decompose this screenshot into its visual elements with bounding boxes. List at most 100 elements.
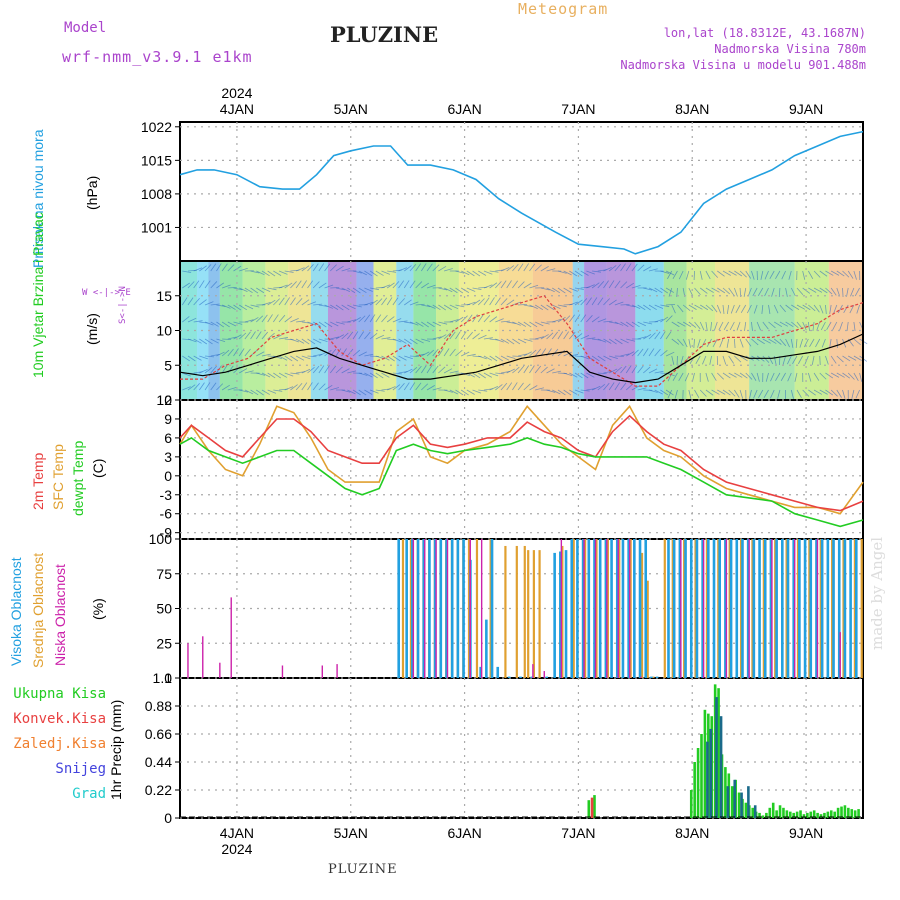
total-rain-bar bbox=[857, 809, 860, 818]
wind-arrow bbox=[734, 270, 743, 277]
wind-arrow bbox=[278, 355, 288, 361]
wind-arrow bbox=[512, 366, 520, 374]
high-cloud-bar bbox=[576, 539, 579, 678]
wind-speed-line bbox=[179, 333, 864, 384]
wind-arrow bbox=[318, 304, 328, 307]
wind-arrow bbox=[438, 287, 448, 291]
high-cloud-bar bbox=[712, 539, 716, 678]
wind-arrow bbox=[352, 349, 361, 357]
high-cloud-bar bbox=[667, 539, 670, 678]
wind-arrow bbox=[347, 304, 356, 310]
wind-arrow bbox=[432, 336, 442, 340]
wind-arrow bbox=[421, 383, 429, 391]
wind-arrow bbox=[808, 287, 817, 293]
wind-arrow bbox=[273, 334, 282, 340]
wind-arrow bbox=[330, 336, 340, 340]
wind-arrow bbox=[825, 287, 833, 295]
high-cloud-bar bbox=[450, 539, 454, 678]
wind-arrow bbox=[569, 331, 576, 340]
wind-arrow bbox=[307, 382, 313, 391]
wind-arrow bbox=[227, 304, 236, 310]
precip-tick-label: 1.1 bbox=[153, 670, 173, 686]
total-rain-bar bbox=[724, 767, 727, 818]
wind-arrow bbox=[614, 321, 624, 326]
wind-arrow bbox=[216, 383, 224, 391]
high-cloud-bar bbox=[849, 539, 852, 678]
wind-arrow bbox=[238, 348, 245, 357]
wind-arrow bbox=[330, 321, 339, 327]
wind-arrow bbox=[489, 355, 498, 362]
mid-cloud-bar bbox=[808, 539, 811, 678]
wind-arrow bbox=[819, 389, 828, 395]
wind-arrow bbox=[284, 270, 294, 273]
wind-arrow bbox=[324, 304, 334, 309]
wind-arrow bbox=[586, 284, 595, 289]
wind-arrow bbox=[534, 348, 542, 357]
wind-arrow bbox=[387, 386, 396, 391]
wind-arrow bbox=[352, 389, 361, 396]
wind-arrow bbox=[830, 389, 838, 397]
low-cloud-bar bbox=[702, 539, 705, 678]
wind-arrow bbox=[620, 382, 627, 391]
high-cloud-bar bbox=[752, 539, 756, 678]
wind-arrow bbox=[409, 301, 419, 306]
wind-arrow bbox=[199, 265, 207, 272]
wind-arrow bbox=[443, 368, 453, 374]
wind-arrow bbox=[529, 284, 539, 289]
wind-arrow bbox=[420, 365, 427, 374]
total-rain-bar bbox=[829, 810, 833, 818]
wind-arrow bbox=[557, 304, 567, 308]
legend-total-rain: Ukupna Kisa bbox=[13, 686, 106, 702]
wind-arrow bbox=[551, 331, 558, 340]
wind-arrow bbox=[512, 355, 522, 357]
wind-arrow bbox=[466, 314, 473, 323]
wind-arrow bbox=[739, 270, 747, 278]
wind-arrow bbox=[324, 384, 333, 391]
wind-arrow bbox=[778, 287, 781, 298]
high-cloud-bar bbox=[775, 539, 778, 678]
wind-arrow bbox=[836, 338, 839, 348]
convective-rain-bar bbox=[590, 797, 594, 818]
wind-arrow bbox=[352, 331, 359, 340]
wind-arrow bbox=[643, 266, 652, 272]
wind-arrow bbox=[443, 287, 453, 293]
total-rain-bar bbox=[843, 805, 847, 818]
wind-arrow bbox=[500, 382, 508, 391]
wind-arrow bbox=[375, 372, 384, 379]
wind-arrow bbox=[386, 297, 393, 306]
mid-cloud-bar bbox=[606, 539, 609, 678]
wind-arrow bbox=[518, 303, 528, 306]
wind-arrow bbox=[705, 304, 714, 312]
wind-arrow bbox=[409, 280, 416, 289]
wind-arrow bbox=[678, 372, 684, 382]
high-cloud-bar bbox=[815, 539, 818, 678]
wind-arrow bbox=[301, 280, 308, 289]
wind-arrow bbox=[761, 304, 764, 314]
wind-arrow bbox=[187, 338, 197, 343]
wind-arrow bbox=[770, 389, 775, 399]
wind-arrow bbox=[717, 372, 724, 380]
wind-arrow bbox=[182, 372, 191, 377]
low-cloud-bar bbox=[543, 671, 545, 678]
wind-arrow bbox=[745, 270, 752, 279]
wind-arrow bbox=[478, 389, 488, 392]
wind-arrow bbox=[791, 321, 799, 328]
high-cloud-bar bbox=[456, 539, 460, 678]
wind-arrow bbox=[808, 270, 814, 280]
wind-arrow bbox=[517, 382, 524, 391]
wind-arrow bbox=[665, 287, 675, 293]
wind-arrow bbox=[375, 334, 385, 340]
wind-arrow bbox=[529, 365, 535, 374]
wind-arrow bbox=[529, 263, 536, 272]
wind-arrow bbox=[301, 355, 311, 360]
page-title: PLUZINE bbox=[330, 22, 439, 47]
wind-arrow bbox=[711, 372, 717, 381]
wind-arrow bbox=[517, 321, 527, 327]
low-cloud-bar bbox=[187, 643, 189, 678]
wind-arrow bbox=[568, 314, 575, 323]
wind-tick-label: 10 bbox=[156, 323, 172, 339]
wind-arrow bbox=[421, 321, 429, 328]
wind-arrow bbox=[449, 389, 459, 395]
wind-arrow bbox=[819, 287, 828, 294]
wind-arrow bbox=[347, 389, 356, 395]
